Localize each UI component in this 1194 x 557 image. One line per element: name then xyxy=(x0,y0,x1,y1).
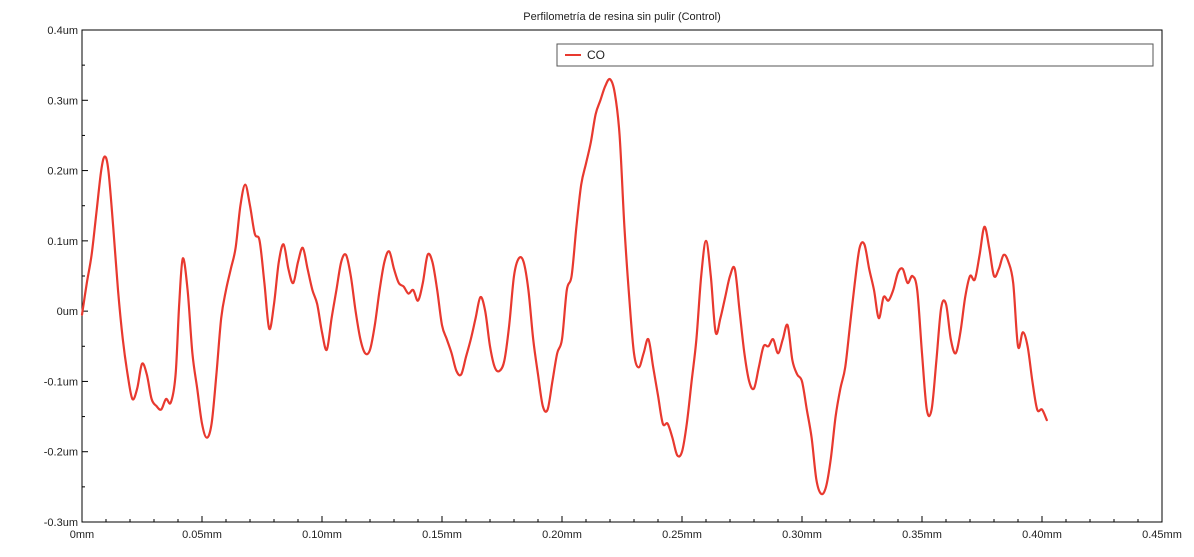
y-tick-label: -0.1um xyxy=(44,376,78,388)
x-tick-label: 0.30mm xyxy=(782,529,822,541)
x-tick-label: 0.05mm xyxy=(182,529,222,541)
legend-label: CO xyxy=(587,48,605,62)
x-tick-label: 0.35mm xyxy=(902,529,942,541)
axes: 0.4um 0.3um 0.2um 0.1um 0um -0.1um -0.2um -0.3u… xyxy=(44,25,1182,541)
x-tick-label: 0.40mm xyxy=(1022,529,1062,541)
y-tick-label: 0.2um xyxy=(47,166,78,178)
y-tick-label: 0.4um xyxy=(47,25,78,37)
x-tick-label: 0.20mm xyxy=(542,529,582,541)
x-tick-label: 0.15mm xyxy=(422,529,462,541)
plot-frame xyxy=(81,29,1163,523)
x-tick-label: 0.25mm xyxy=(662,529,702,541)
chart-title: Perfilometría de resina sin pulir (Contr… xyxy=(523,11,720,23)
series-line-co xyxy=(80,77,1048,496)
y-tick-label: 0um xyxy=(57,306,78,318)
legend: CO xyxy=(556,43,1154,67)
x-tick-label: 0.45mm xyxy=(1142,529,1182,541)
series-layer xyxy=(80,77,1048,496)
legend-box xyxy=(556,43,1154,67)
x-tick-label: 0.10mm xyxy=(302,529,342,541)
y-tick-label: -0.2um xyxy=(44,447,78,459)
y-tick-label: 0.1um xyxy=(47,236,78,248)
y-tick-label: 0.3um xyxy=(47,95,78,107)
y-tick-label: -0.3um xyxy=(44,517,78,529)
x-tick-label: 0mm xyxy=(70,529,94,541)
